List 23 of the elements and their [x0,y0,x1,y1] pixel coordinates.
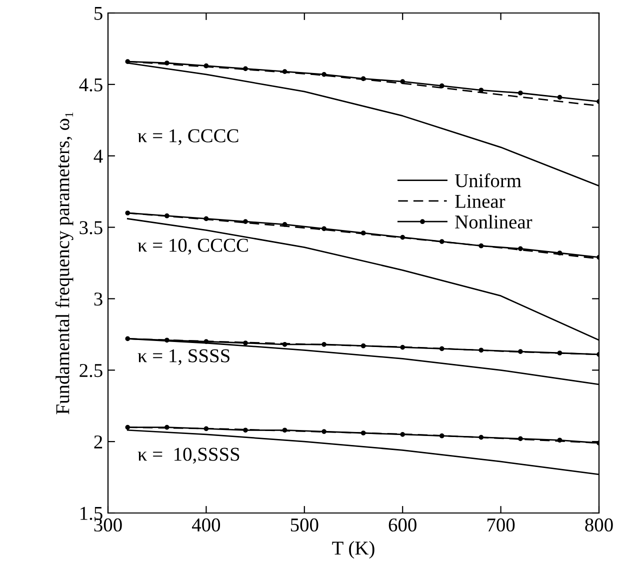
y-tick-label: 5 [94,7,102,20]
y-tick-label: 2 [94,435,102,448]
annotation: κ = 1, CCCC [138,129,238,146]
x-tick-label: 800 [585,518,613,532]
y-tick-label: 3.5 [80,221,102,234]
y-tick-label: 4.5 [79,78,102,92]
annotation: κ = 1, SSSS [138,349,230,366]
y-tick-label: 2.5 [80,364,102,378]
x-tick-label: 400 [192,518,220,532]
x-axis-title: T (K) [332,541,374,559]
x-tick-label: 300 [94,518,122,532]
annotation: κ = 10, CCCC [138,238,248,255]
x-tick-label: 700 [488,518,515,532]
y-tick-label: 4 [94,150,103,163]
x-tick-label: 500 [290,518,318,532]
y-axis-title: Fundamental frequency parameters, ω₁ [55,112,74,414]
y-tick-label: 3 [94,292,102,306]
annotation: κ = 10,SSSS [138,448,240,464]
legend-label: Linear [455,194,506,208]
y-tick-label: 1.5 [80,506,102,520]
x-tick-label: 600 [388,518,416,532]
legend-label: Nonlinear [455,214,532,229]
legend-label: Uniform [454,173,522,188]
